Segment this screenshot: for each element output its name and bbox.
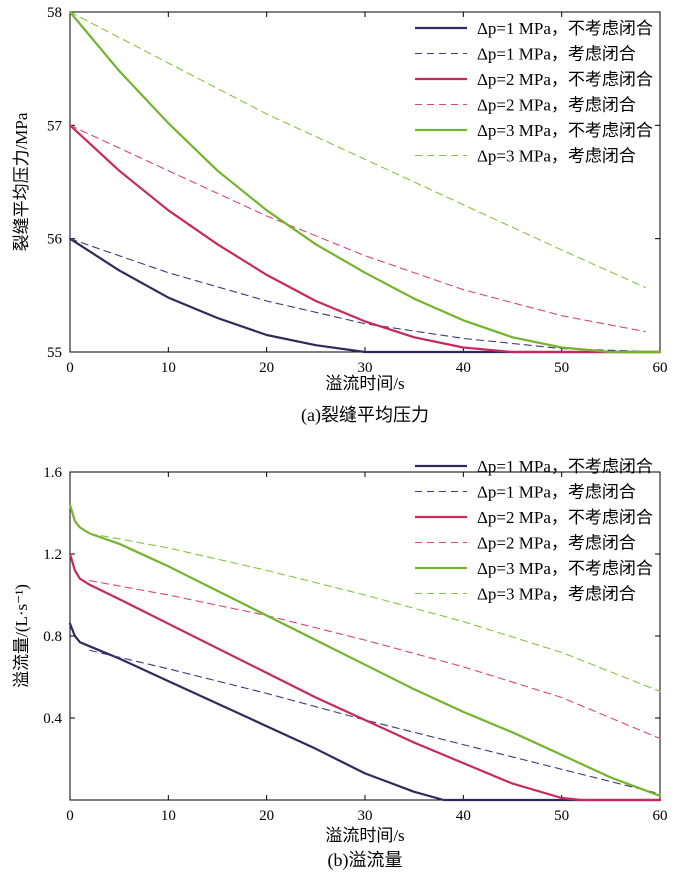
x-tick-label: 40: [456, 808, 471, 824]
series-line-4: [69, 124, 646, 333]
chart-caption: (b)溢流量: [328, 850, 403, 871]
legend-label-5: Δp=3 MPa，不考虑闭合: [477, 121, 653, 140]
y-axis-label: 溢流量/(L·s⁻¹): [12, 584, 31, 688]
y-tick-label: 58: [47, 5, 62, 21]
legend-label-2: Δp=1 MPa，考虑闭合: [477, 483, 636, 502]
series-line-6: [69, 11, 646, 288]
legend-label-2: Δp=1 MPa，考虑闭合: [477, 45, 636, 64]
series-line-1: [68, 237, 662, 354]
series-line-1: [68, 622, 662, 802]
legend-label-1: Δp=1 MPa，不考虑闭合: [477, 457, 653, 476]
x-tick-label: 50: [554, 360, 569, 376]
legend-label-4: Δp=2 MPa，考虑闭合: [477, 534, 636, 553]
legend-label-4: Δp=2 MPa，考虑闭合: [477, 96, 636, 115]
x-tick-label: 10: [161, 360, 176, 376]
x-tick-label: 0: [66, 808, 74, 824]
legend-label-1: Δp=1 MPa，不考虑闭合: [477, 19, 653, 38]
x-tick-label: 0: [66, 360, 74, 376]
series-line-3: [68, 124, 662, 354]
legend: Δp=1 MPa，不考虑闭合 Δp=1 MPa，考虑闭合 Δp=2 MPa，不考虑闭…: [415, 457, 653, 604]
chart-caption: (a)裂缝平均压力: [301, 405, 429, 426]
y-tick-label: 0.4: [43, 711, 62, 727]
chart-b: 0 10 20 30 40 50 600.40.81.21.6 Δp=1 MPa，不考虑闭合Δ…: [12, 457, 668, 871]
series-line-2: [89, 649, 661, 795]
y-axis-label: 裂缝平均压力/MPa: [12, 112, 31, 251]
series-line-5: [68, 10, 662, 354]
x-tick-label: 40: [456, 360, 471, 376]
y-tick-label: 1.6: [43, 465, 62, 481]
legend-label-5: Δp=3 MPa，不考虑闭合: [477, 559, 653, 578]
y-tick-label: 0.8: [43, 629, 62, 645]
legend-label-6: Δp=3 MPa，考虑闭合: [477, 147, 636, 166]
legend-label-6: Δp=3 MPa，考虑闭合: [477, 585, 636, 604]
x-axis-label: 溢流时间/s: [325, 826, 404, 845]
legend: Δp=1 MPa，不考虑闭合 Δp=1 MPa，考虑闭合 Δp=2 MPa，不考虑闭…: [415, 19, 653, 166]
series-line-3: [68, 552, 662, 802]
legend-label-3: Δp=2 MPa，不考虑闭合: [477, 70, 653, 89]
y-tick-label: 1.2: [43, 547, 62, 563]
y-tick-label: 56: [47, 232, 63, 248]
x-tick-label: 60: [653, 360, 668, 376]
x-axis-label: 溢流时间/s: [325, 374, 404, 393]
series-line-2: [69, 238, 661, 353]
x-tick-label: 30: [358, 808, 373, 824]
y-tick-label: 57: [47, 118, 63, 134]
series-line-6: [89, 532, 661, 692]
x-tick-label: 30: [358, 360, 373, 376]
x-tick-label: 20: [259, 808, 274, 824]
x-tick-label: 50: [554, 808, 569, 824]
x-tick-label: 10: [161, 808, 176, 824]
series-line-5: [68, 503, 662, 798]
legend-label-3: Δp=2 MPa，不考虑闭合: [477, 508, 653, 527]
y-tick-label: 55: [47, 345, 62, 361]
series-line-4: [89, 580, 661, 740]
x-tick-label: 20: [259, 360, 274, 376]
x-tick-label: 60: [653, 808, 668, 824]
